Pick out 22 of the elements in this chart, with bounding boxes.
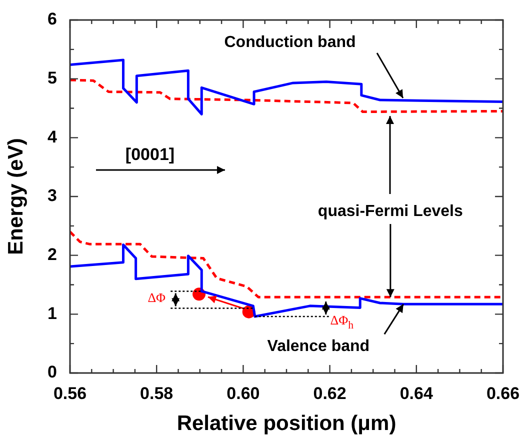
annotation: ΔΦ$_{h}$ [330,312,354,331]
y-axis-title: Energy (eV) [4,138,28,255]
x-tick-label: 0.56 [53,384,87,403]
y-tick-label: 1 [48,304,57,323]
annotation: Valence band [267,338,370,356]
x-axis-title: Relative position (μm) [176,412,396,436]
annotation: Conduction band [224,34,356,52]
x-tick-label: 0.60 [226,384,260,403]
x-tick-label: 0.64 [400,384,434,403]
y-tick-label: 2 [48,245,57,264]
y-tick-label: 3 [48,186,57,206]
annotation: ΔΦ [148,290,166,306]
x-tick-label: 0.58 [140,384,174,403]
line-series [70,78,503,114]
y-tick-label: 4 [48,127,58,146]
y-tick-label: 6 [48,10,57,29]
annotation: [0001] [125,145,175,165]
annotation: quasi-Fermi Levels [318,203,463,222]
y-tick-label: 0 [48,362,57,382]
x-tick-label: 0.66 [486,384,520,403]
x-tick-label: 0.62 [313,384,346,403]
y-tick-label: 5 [48,68,57,88]
